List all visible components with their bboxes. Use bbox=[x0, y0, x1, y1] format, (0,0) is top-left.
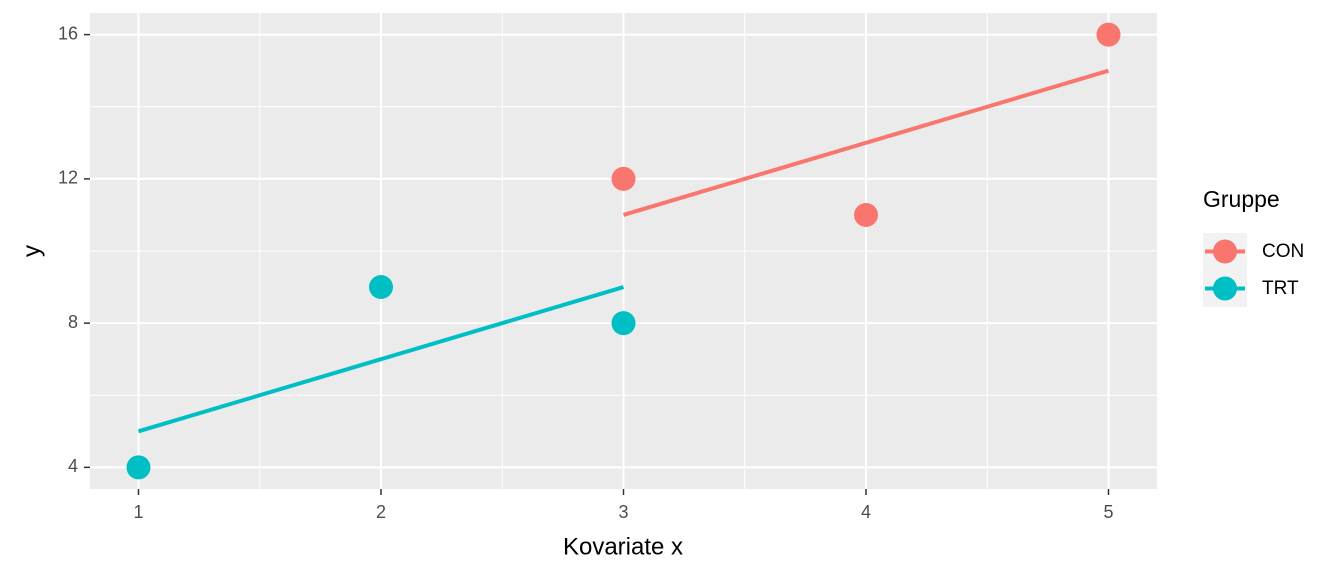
x-tick-label: 1 bbox=[133, 502, 143, 522]
y-axis-title: y bbox=[18, 245, 45, 257]
legend-label: TRT bbox=[1262, 278, 1299, 299]
fit-line bbox=[137, 285, 625, 434]
y-tick-label: 12 bbox=[58, 168, 78, 188]
point bbox=[1096, 22, 1121, 47]
legend-point bbox=[1213, 239, 1237, 264]
point bbox=[854, 202, 878, 227]
point bbox=[369, 275, 393, 300]
x-tick-label: 4 bbox=[861, 502, 871, 522]
legend-label: CON bbox=[1262, 241, 1304, 262]
x-axis-title: Kovariate x bbox=[563, 533, 683, 560]
point bbox=[611, 166, 636, 191]
point bbox=[126, 455, 151, 480]
legend-point bbox=[1213, 276, 1237, 301]
legend-title: Gruppe bbox=[1203, 186, 1280, 212]
point bbox=[611, 311, 636, 336]
y-tick-label: 8 bbox=[68, 312, 78, 332]
y-tick-label: 16 bbox=[58, 23, 78, 43]
fit-line bbox=[622, 68, 1110, 217]
x-tick-label: 2 bbox=[376, 502, 386, 522]
x-tick-label: 5 bbox=[1103, 502, 1113, 522]
x-tick-label: 3 bbox=[618, 502, 628, 522]
y-tick-label: 4 bbox=[68, 456, 78, 476]
